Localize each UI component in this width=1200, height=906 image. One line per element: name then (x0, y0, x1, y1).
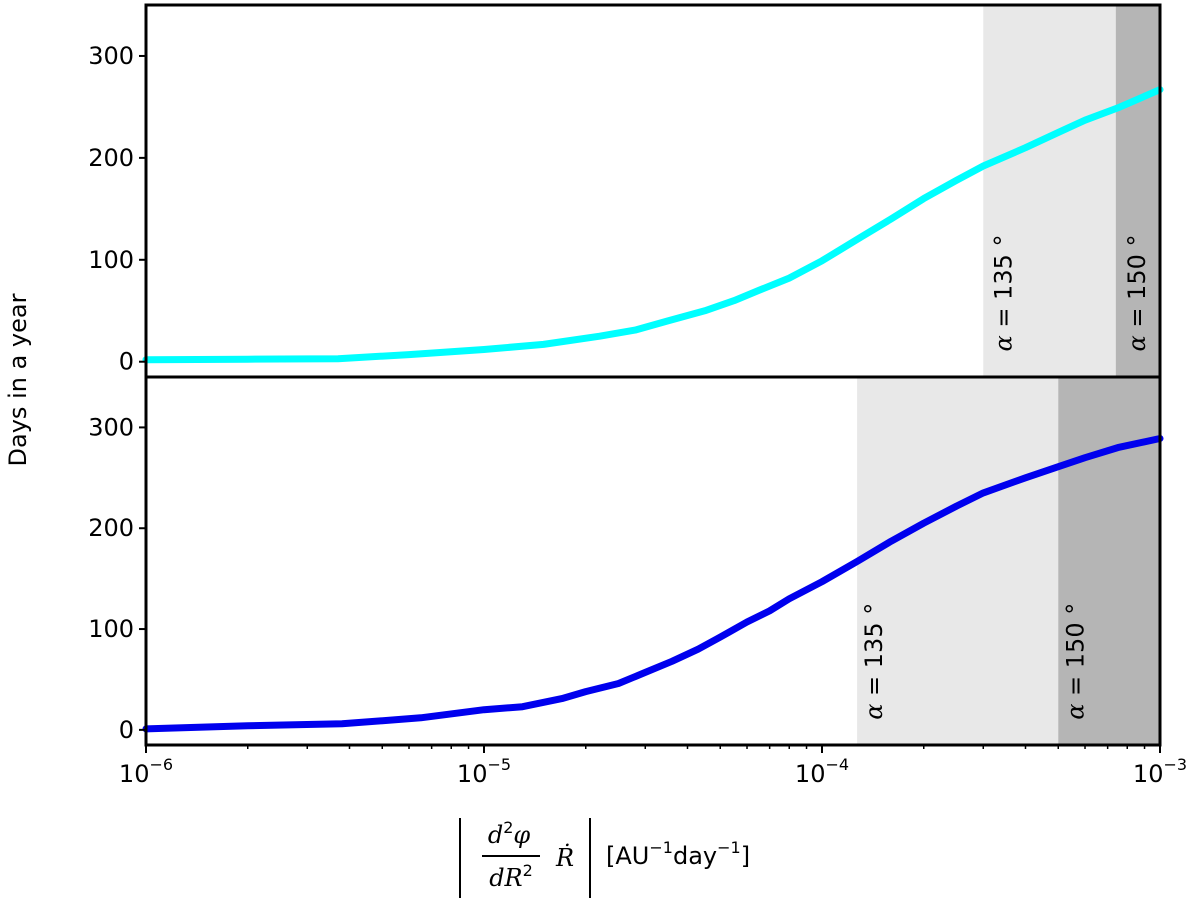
bottom-y-tick-label: 100 (88, 615, 134, 643)
bottom-y-tick-label: 200 (88, 514, 134, 542)
x-tick-label: 10−5 (457, 755, 511, 788)
top-y-tick-label: 0 (119, 348, 134, 376)
top-panel: α = 135 ° α = 150 ° 0 100 200 300 (88, 3, 1164, 379)
top-band-2 (1115, 5, 1160, 377)
top-band-1 (983, 5, 1116, 377)
bottom-panel: α = 135 ° α = 150 ° 0 100 200 300 (88, 375, 1164, 747)
bottom-frame (144, 375, 1162, 747)
x-tick-label: 10−4 (795, 755, 849, 788)
y-axis-label: Days in a year (4, 293, 32, 466)
bottom-band-1 (857, 377, 1059, 745)
fraction-numerator: d2φ (488, 818, 531, 849)
top-series-line (142, 86, 1164, 364)
bottom-y-tick-label: 300 (88, 413, 134, 441)
fraction-denominator: dR2 (489, 861, 533, 892)
r-dot: Ṙ (555, 843, 574, 872)
top-band-label-1: α = 135 ° (989, 234, 1017, 351)
x-tick-label: 10−6 (119, 755, 173, 788)
x-tick-label: 10−3 (1133, 755, 1187, 788)
x-axis: 10−6 10−5 10−4 10−3 (119, 745, 1187, 788)
top-y-tick-label: 200 (88, 144, 134, 172)
top-y-tick-label: 300 (88, 42, 134, 70)
bottom-band-label-1: α = 135 ° (860, 603, 888, 720)
bottom-series-line (142, 435, 1164, 733)
top-y-tick-label: 100 (88, 246, 134, 274)
bottom-band-2 (1058, 377, 1160, 745)
x-axis-label: d2φ dR2 Ṙ [AU−1day−1] (459, 818, 750, 898)
x-axis-units: [AU−1day−1] (606, 838, 750, 870)
bottom-band-label-2: α = 150 ° (1062, 603, 1090, 720)
top-band-label-2: α = 150 ° (1123, 234, 1151, 351)
bottom-y-tick-label: 0 (119, 716, 134, 744)
